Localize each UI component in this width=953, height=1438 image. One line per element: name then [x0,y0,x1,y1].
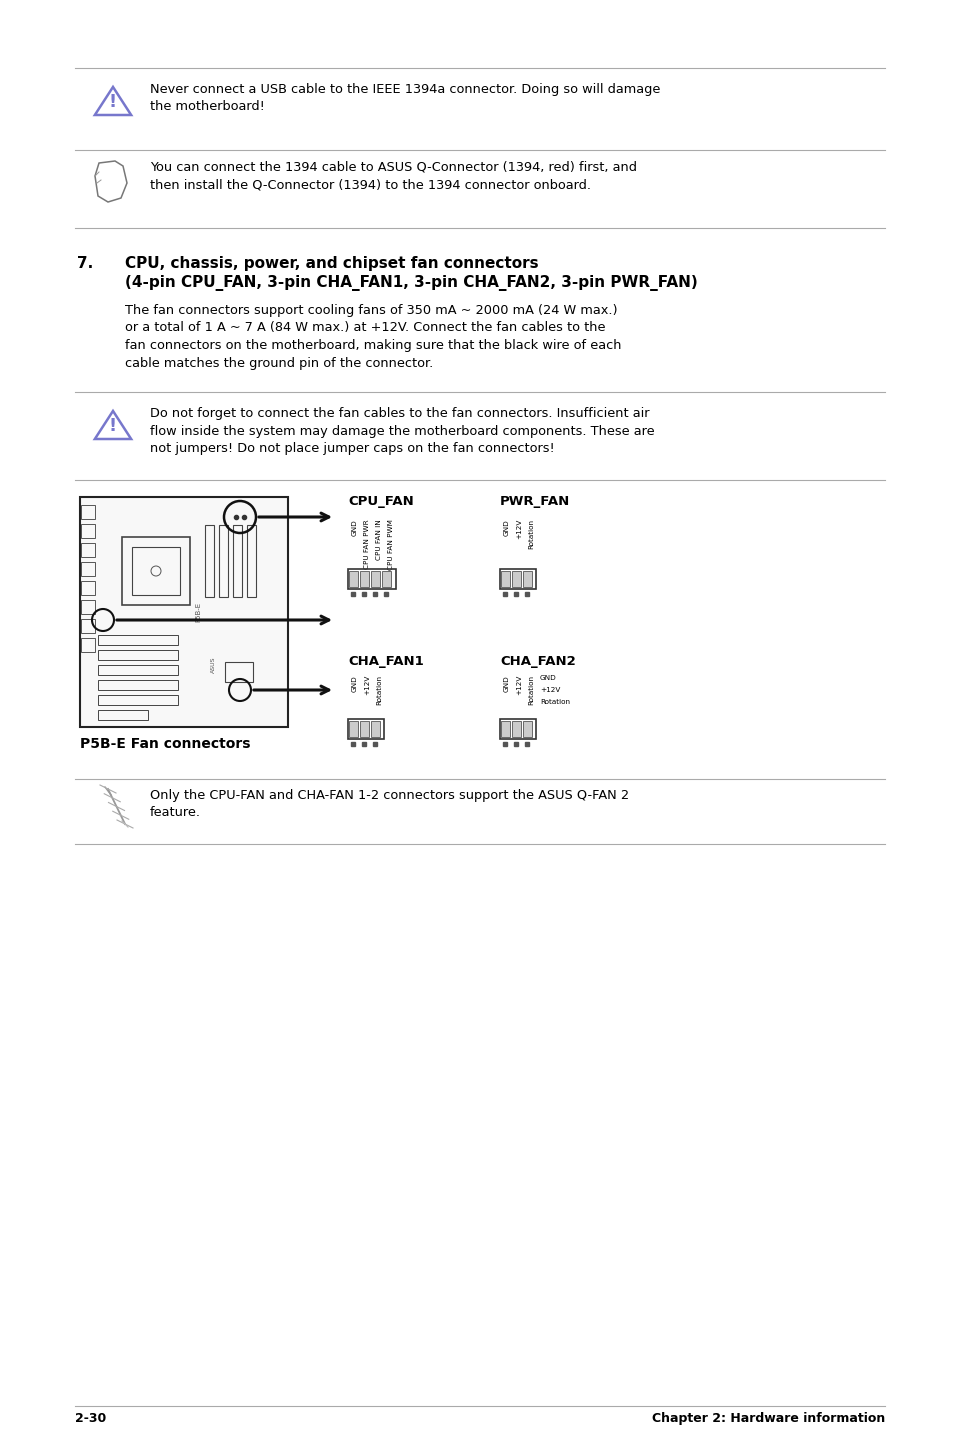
Bar [98,636,178,646]
Text: Only the CPU-FAN and CHA-FAN 1-2 connectors support the ASUS Q-FAN 2
feature.: Only the CPU-FAN and CHA-FAN 1-2 connect… [150,789,628,820]
Text: Chapter 2: Hardware information: Chapter 2: Hardware information [651,1412,884,1425]
Bar [499,719,536,739]
Bar [98,650,178,660]
Bar [381,571,391,587]
Bar [359,720,369,738]
Bar [348,719,384,739]
Bar [98,695,178,705]
Text: CPU FAN IN: CPU FAN IN [375,519,381,559]
Text: P5B-E: P5B-E [194,603,201,623]
Text: CPU FAN PWR: CPU FAN PWR [364,519,370,568]
Bar [219,525,228,597]
Text: The fan connectors support cooling fans of 350 mA ~ 2000 mA (24 W max.)
or a tot: The fan connectors support cooling fans … [125,303,620,370]
Bar [132,546,180,595]
Bar [247,525,255,597]
Bar [359,571,369,587]
Text: !: ! [109,93,117,112]
Bar [522,720,532,738]
Bar [98,680,178,690]
Bar [81,505,95,519]
Text: GND: GND [503,519,510,536]
Bar [371,720,379,738]
Text: Rotation: Rotation [375,674,381,705]
Text: CPU, chassis, power, and chipset fan connectors: CPU, chassis, power, and chipset fan con… [125,256,538,270]
Bar [500,720,510,738]
Text: CPU FAN PWM: CPU FAN PWM [388,519,394,569]
Bar [348,569,395,590]
Text: CPU_FAN: CPU_FAN [348,495,414,508]
Bar [349,571,357,587]
Bar [122,536,190,605]
Bar [371,571,379,587]
Text: GND: GND [503,674,510,692]
Bar [522,571,532,587]
Text: +12V: +12V [539,687,559,693]
Bar [81,562,95,577]
Bar [512,571,520,587]
Text: CHA_FAN2: CHA_FAN2 [499,654,576,669]
Text: +12V: +12V [364,674,370,696]
Bar [512,720,520,738]
Text: Do not forget to connect the fan cables to the fan connectors. Insufficient air
: Do not forget to connect the fan cables … [150,407,654,454]
Text: 2-30: 2-30 [75,1412,106,1425]
Bar [98,664,178,674]
Text: ASUS: ASUS [211,657,215,673]
Text: +12V: +12V [516,519,521,539]
Text: Rotation: Rotation [539,699,569,705]
Text: P5B-E Fan connectors: P5B-E Fan connectors [80,738,251,751]
Text: CHA_FAN1: CHA_FAN1 [348,654,423,669]
Text: You can connect the 1394 cable to ASUS Q-Connector (1394, red) first, and
then i: You can connect the 1394 cable to ASUS Q… [150,161,637,191]
Text: Rotation: Rotation [527,519,534,549]
Text: +12V: +12V [516,674,521,696]
Bar [349,720,357,738]
Text: PWR_FAN: PWR_FAN [499,495,570,508]
Bar [233,525,242,597]
Bar [81,618,95,633]
Bar [225,661,253,682]
Bar [81,544,95,557]
Text: GND: GND [352,674,357,692]
Text: GND: GND [352,519,357,536]
Bar [81,523,95,538]
Bar [80,498,288,728]
Text: (4-pin CPU_FAN, 3-pin CHA_FAN1, 3-pin CHA_FAN2, 3-pin PWR_FAN): (4-pin CPU_FAN, 3-pin CHA_FAN1, 3-pin CH… [125,275,697,290]
Bar [500,571,510,587]
Bar [499,569,536,590]
Text: GND: GND [539,674,557,682]
Bar [81,638,95,651]
Text: !: ! [109,417,117,436]
Bar [81,600,95,614]
Text: Never connect a USB cable to the IEEE 1394a connector. Doing so will damage
the : Never connect a USB cable to the IEEE 13… [150,83,659,114]
Bar [205,525,213,597]
Bar [98,710,148,720]
Text: Rotation: Rotation [527,674,534,705]
Bar [81,581,95,595]
Text: 7.: 7. [77,256,93,270]
